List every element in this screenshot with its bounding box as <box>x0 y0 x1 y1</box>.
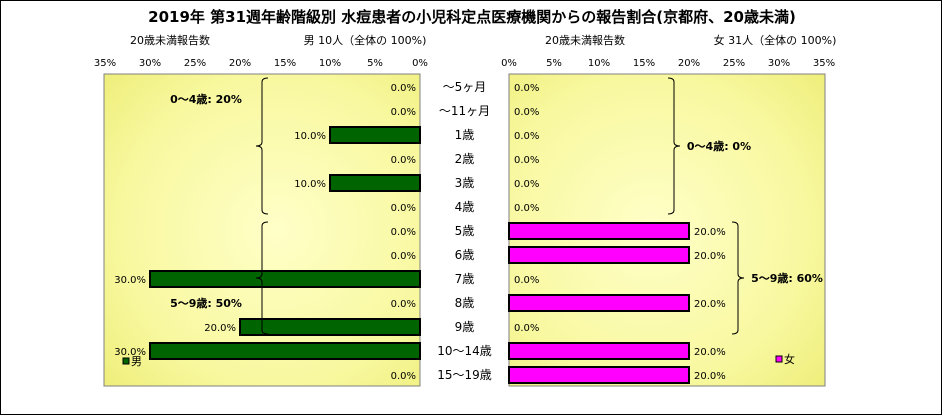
age-category-label: 3歳 <box>455 176 475 190</box>
female-bar <box>508 366 690 384</box>
age-category-label: ～5ヶ月 <box>443 80 487 94</box>
female-x-tick-label: 5% <box>546 58 562 69</box>
male-x-tick-label: 35% <box>94 58 116 69</box>
male-data-label: 0.0% <box>391 299 416 310</box>
female-data-label: 0.0% <box>514 203 539 214</box>
female-x-tick-label: 10% <box>588 58 610 69</box>
male-data-label: 0.0% <box>391 155 416 166</box>
male-x-tick-label: 0% <box>412 58 428 69</box>
chart-marks: 0% 0% 5% 5% 10% 10% 15% 15% 20% 20% 25% 25% 30% 30% 35… <box>94 58 835 384</box>
female-data-label: 20.0% <box>694 371 726 382</box>
female-data-label: 0.0% <box>514 179 539 190</box>
female-data-label: 0.0% <box>514 323 539 334</box>
female-age-group-label: 0～4歳: 0% <box>687 139 751 153</box>
female-data-label: 20.0% <box>694 227 726 238</box>
female-data-label: 20.0% <box>694 251 726 262</box>
female-data-label: 0.0% <box>514 155 539 166</box>
female-x-tick-label: 20% <box>678 58 700 69</box>
male-age-group-label: 5～9歳: 50% <box>170 296 242 310</box>
male-legend-swatch <box>122 357 130 365</box>
male-bar <box>149 342 421 360</box>
male-x-tick-label: 5% <box>367 58 383 69</box>
male-data-label: 0.0% <box>391 83 416 94</box>
female-age-group-brace <box>731 221 745 335</box>
male-x-tick-label: 10% <box>319 58 341 69</box>
male-data-label: 30.0% <box>114 347 146 358</box>
male-x-tick-label: 15% <box>274 58 296 69</box>
male-header-right: 男 10人（全体の 100%) <box>304 33 427 47</box>
female-data-label: 0.0% <box>514 131 539 142</box>
male-data-label: 20.0% <box>204 323 236 334</box>
male-x-tick-label: 30% <box>139 58 161 69</box>
age-category-label: 9歳 <box>455 320 475 334</box>
male-data-label: 0.0% <box>391 251 416 262</box>
male-data-label: 0.0% <box>391 203 416 214</box>
female-bar <box>508 342 690 360</box>
female-data-label: 20.0% <box>694 347 726 358</box>
age-category-label: 5歳 <box>455 224 475 238</box>
age-category-label: 15～19歳 <box>437 368 492 382</box>
male-x-tick-label: 25% <box>184 58 206 69</box>
male-x-tick-label: 20% <box>229 58 251 69</box>
age-category-label: 7歳 <box>455 272 475 286</box>
male-legend-label: 男 <box>131 355 142 368</box>
age-category-label: ～11ヶ月 <box>439 104 490 118</box>
age-category-label: 8歳 <box>455 296 475 310</box>
age-category-label: 2歳 <box>455 152 475 166</box>
male-data-label: 0.0% <box>391 107 416 118</box>
female-header-left: 20歳未満報告数 <box>545 34 625 47</box>
female-x-tick-label: 15% <box>633 58 655 69</box>
male-age-group-brace <box>255 77 269 215</box>
male-data-label: 0.0% <box>391 371 416 382</box>
female-x-tick-label: 25% <box>723 58 745 69</box>
female-bar <box>508 294 690 312</box>
male-bar <box>239 318 421 336</box>
female-x-tick-label: 35% <box>813 58 835 69</box>
male-age-group-brace <box>255 221 269 335</box>
female-data-label: 0.0% <box>514 107 539 118</box>
female-x-tick-label: 30% <box>768 58 790 69</box>
male-bar <box>329 126 421 144</box>
female-age-group-label: 5～9歳: 60% <box>751 271 823 285</box>
male-data-label: 10.0% <box>294 131 326 142</box>
male-data-label: 0.0% <box>391 227 416 238</box>
male-header-left: 20歳未満報告数 <box>130 34 210 47</box>
age-category-label: 6歳 <box>455 248 475 262</box>
female-bar <box>508 246 690 264</box>
age-category-label: 1歳 <box>455 128 475 142</box>
female-bar <box>508 222 690 240</box>
female-data-label: 0.0% <box>514 83 539 94</box>
female-legend-label: 女 <box>784 352 795 366</box>
female-data-label: 0.0% <box>514 275 539 286</box>
chart-title: 2019年 第31週年齢階級別 水痘患者の小児科定点医療機関からの報告割合(京都… <box>148 8 796 26</box>
male-bar <box>149 270 421 288</box>
female-x-tick-label: 0% <box>501 58 517 69</box>
age-category-label: 4歳 <box>455 200 475 214</box>
male-data-label: 30.0% <box>114 275 146 286</box>
female-age-group-brace <box>667 77 681 215</box>
female-header-right: 女 31人（全体の 100%) <box>714 33 837 47</box>
male-bar <box>329 174 421 192</box>
female-data-label: 20.0% <box>694 299 726 310</box>
age-category-label: 10～14歳 <box>437 344 492 358</box>
male-data-label: 10.0% <box>294 179 326 190</box>
female-legend-swatch <box>775 355 783 363</box>
male-age-group-label: 0～4歳: 20% <box>170 92 242 106</box>
